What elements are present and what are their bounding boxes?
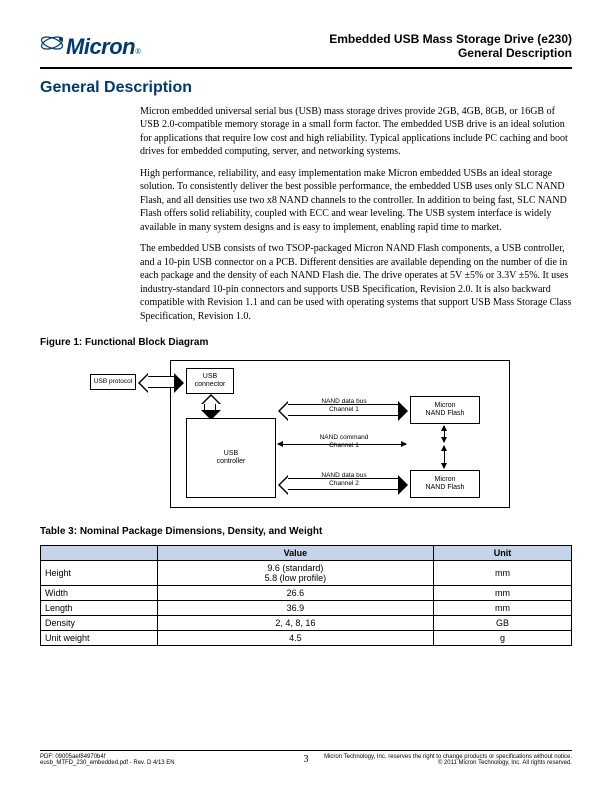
body-text: Micron embedded universal serial bus (US… — [140, 105, 572, 324]
bus2-label-1: NAND data bus — [304, 472, 384, 479]
cell-value: 4.5 — [157, 631, 433, 646]
nand-flash-1-box: Micron NAND Flash — [410, 396, 480, 424]
cmd-label-1: NAND command — [304, 434, 384, 441]
table-row: Length 36.9 mm — [41, 601, 572, 616]
cell-value: 2, 4, 8, 16 — [157, 616, 433, 631]
cell-name: Height — [41, 561, 158, 586]
bus1-label-1: NAND data bus — [304, 398, 384, 405]
footer-left: PDF: 09005aef84970b4f eusb_MTFD_230_embe… — [40, 754, 175, 766]
table-label: Table 3: Nominal Package Dimensions, Den… — [40, 526, 572, 537]
block-diagram: USB protocol USB connector USB controlle… — [90, 356, 522, 512]
cell-name: Width — [41, 586, 158, 601]
cell-name: Density — [41, 616, 158, 631]
th-blank — [41, 546, 158, 561]
section-heading: General Description — [40, 79, 572, 97]
footer-right: Micron Technology, Inc. reserves the rig… — [324, 754, 572, 766]
cmd-label-2: Channel 1 — [304, 442, 384, 449]
th-value: Value — [157, 546, 433, 561]
cell-name: Length — [41, 601, 158, 616]
logo-text: Micron — [66, 34, 135, 60]
figure-label: Figure 1: Functional Block Diagram — [40, 337, 572, 348]
cell-value: 36.9 — [157, 601, 433, 616]
page-number: 3 — [304, 754, 309, 765]
micron-orbit-icon — [40, 32, 64, 54]
th-unit: Unit — [433, 546, 571, 561]
cell-unit: mm — [433, 561, 571, 586]
table-row: Unit weight 4.5 g — [41, 631, 572, 646]
footer-copyright: © 2011 Micron Technology, Inc. All right… — [324, 760, 572, 766]
cell-unit: mm — [433, 601, 571, 616]
doc-title-line1: Embedded USB Mass Storage Drive (e230) — [329, 32, 572, 46]
cell-unit: g — [433, 631, 571, 646]
registered-icon: ® — [135, 47, 141, 56]
cell-name: Unit weight — [41, 631, 158, 646]
doc-title-line2: General Description — [329, 46, 572, 60]
table-row: Height 9.6 (standard) 5.8 (low profile) … — [41, 561, 572, 586]
header-rule — [40, 67, 572, 69]
cell-unit: mm — [433, 586, 571, 601]
page-footer: PDF: 09005aef84970b4f eusb_MTFD_230_embe… — [40, 750, 572, 766]
para-1: Micron embedded universal serial bus (US… — [140, 105, 572, 159]
arrow-cmd-to-nand2 — [444, 446, 445, 468]
arrow-connector-controller — [204, 404, 216, 410]
table-row: Density 2, 4, 8, 16 GB — [41, 616, 572, 631]
para-3: The embedded USB consists of two TSOP-pa… — [140, 242, 572, 323]
page-header: Micron® Embedded USB Mass Storage Drive … — [40, 32, 572, 61]
cell-value: 9.6 (standard) 5.8 (low profile) — [157, 561, 433, 586]
logo: Micron® — [40, 32, 141, 60]
usb-controller-box: USB controller — [186, 418, 276, 498]
footer-pdf-rev: eusb_MTFD_230_embedded.pdf - Rev. D 4/13… — [40, 760, 175, 766]
table-row: Width 26.6 mm — [41, 586, 572, 601]
usb-protocol-box: USB protocol — [90, 374, 136, 390]
arrow-protocol-connector — [148, 376, 174, 388]
nand-flash-2-box: Micron NAND Flash — [410, 470, 480, 498]
doc-title: Embedded USB Mass Storage Drive (e230) G… — [329, 32, 572, 61]
cell-value: 26.6 — [157, 586, 433, 601]
arrow-cmd-to-nand1 — [444, 426, 445, 442]
bus1-label-2: Channel 1 — [304, 406, 384, 413]
dimensions-table: Value Unit Height 9.6 (standard) 5.8 (lo… — [40, 545, 572, 646]
para-2: High performance, reliability, and easy … — [140, 167, 572, 235]
bus2-label-2: Channel 2 — [304, 480, 384, 487]
cell-unit: GB — [433, 616, 571, 631]
usb-connector-box: USB connector — [186, 368, 234, 394]
